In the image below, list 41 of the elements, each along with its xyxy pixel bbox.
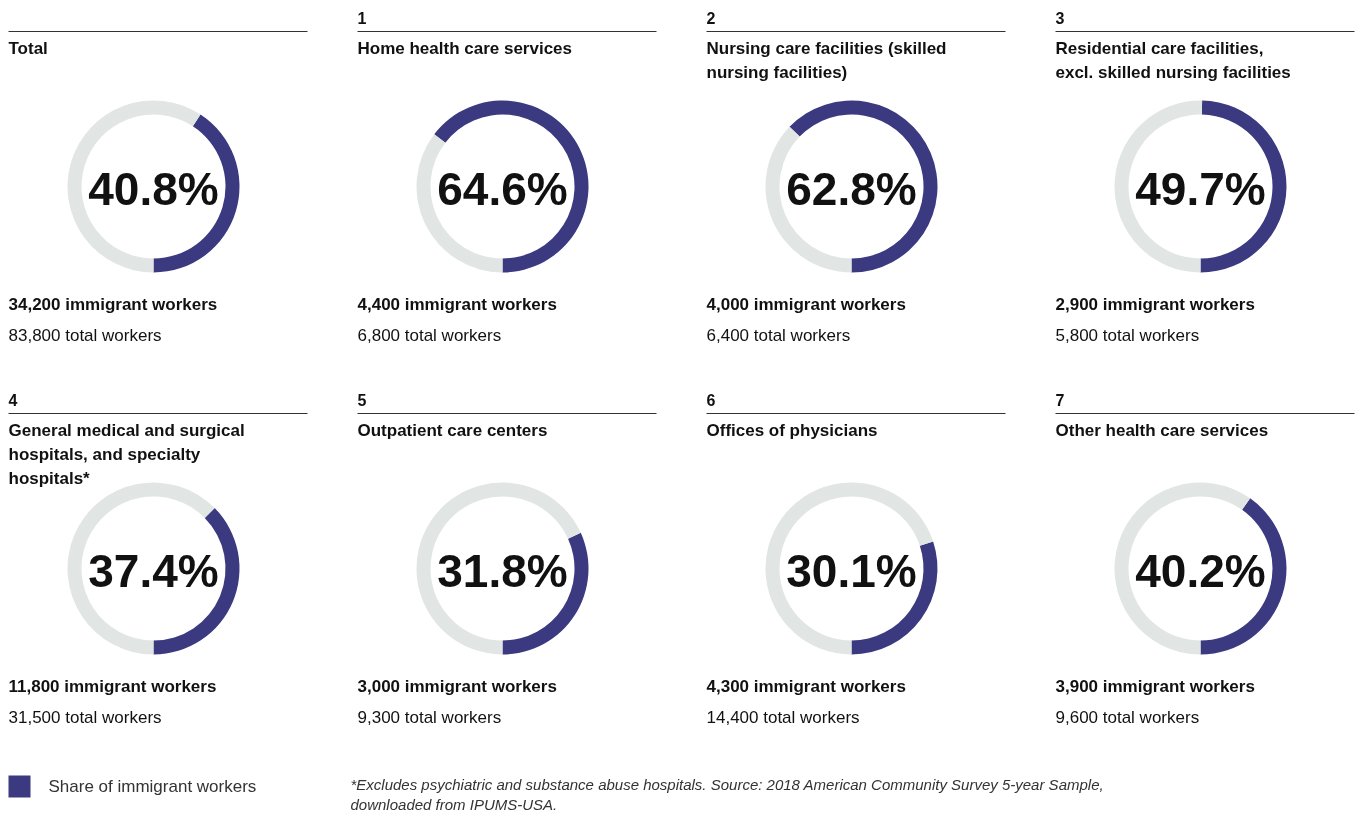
text: 2,900 immigrant workers — [1055, 295, 1255, 314]
text: 6,800 total workers — [357, 326, 502, 345]
text: 6,400 total workers — [706, 326, 851, 345]
text: *Excludes psychiatric and substance abuse hospitals. Source: 2018 American Community Survey 5-year Sample, downloaded from IPUMS-USA. — [350, 776, 1104, 813]
data-label: 37.4% — [88, 544, 219, 597]
text: 14,400 total workers — [706, 708, 860, 727]
text: 31,500 total workers — [8, 708, 162, 727]
chart-title: Total — [8, 39, 48, 58]
chart-title: Home health care services — [357, 39, 573, 58]
text: 5,800 total workers — [1055, 326, 1200, 345]
chart-subtitle: 5 — [357, 391, 367, 409]
legend-label: Share of immigrant workers — [48, 777, 257, 796]
chart-title: Nursing care facilities (skilled nursing facilities) — [706, 39, 947, 82]
data-label: 64.6% — [437, 162, 568, 215]
chart-title: General medical and surgical hospitals, and specialty hospitals* — [8, 421, 245, 488]
text: 9,300 total workers — [357, 708, 502, 727]
text: 9,600 total workers — [1055, 708, 1200, 727]
chart-title: Offices of physicians — [706, 421, 878, 440]
chart-title: Outpatient care centers — [357, 421, 548, 440]
data-label: 40.2% — [1135, 544, 1266, 597]
text: 4,000 immigrant workers — [706, 295, 906, 314]
data-label: 30.1% — [786, 544, 917, 597]
chart-subtitle: 3 — [1055, 9, 1065, 27]
chart-subtitle: 6 — [706, 391, 716, 409]
text: 3,900 immigrant workers — [1055, 677, 1255, 696]
text: 4,300 immigrant workers — [706, 677, 906, 696]
text: 11,800 immigrant workers — [8, 677, 217, 696]
text: 83,800 total workers — [8, 326, 162, 345]
chart-subtitle: 2 — [706, 9, 716, 27]
data-label: 40.8% — [88, 162, 219, 215]
data-label: 62.8% — [786, 162, 917, 215]
text: 34,200 immigrant workers — [8, 295, 218, 314]
chart-title: Residential care facilities, excl. skilled nursing facilities — [1055, 39, 1291, 82]
text: 4,400 immigrant workers — [357, 295, 557, 314]
data-label: 49.7% — [1135, 162, 1266, 215]
data-label: 31.8% — [437, 544, 568, 597]
text: 3,000 immigrant workers — [357, 677, 557, 696]
chart-subtitle: 1 — [357, 9, 367, 27]
chart-subtitle: 7 — [1055, 391, 1065, 409]
chart-subtitle: 4 — [8, 391, 18, 409]
chart-title: Other health care services — [1055, 421, 1269, 440]
